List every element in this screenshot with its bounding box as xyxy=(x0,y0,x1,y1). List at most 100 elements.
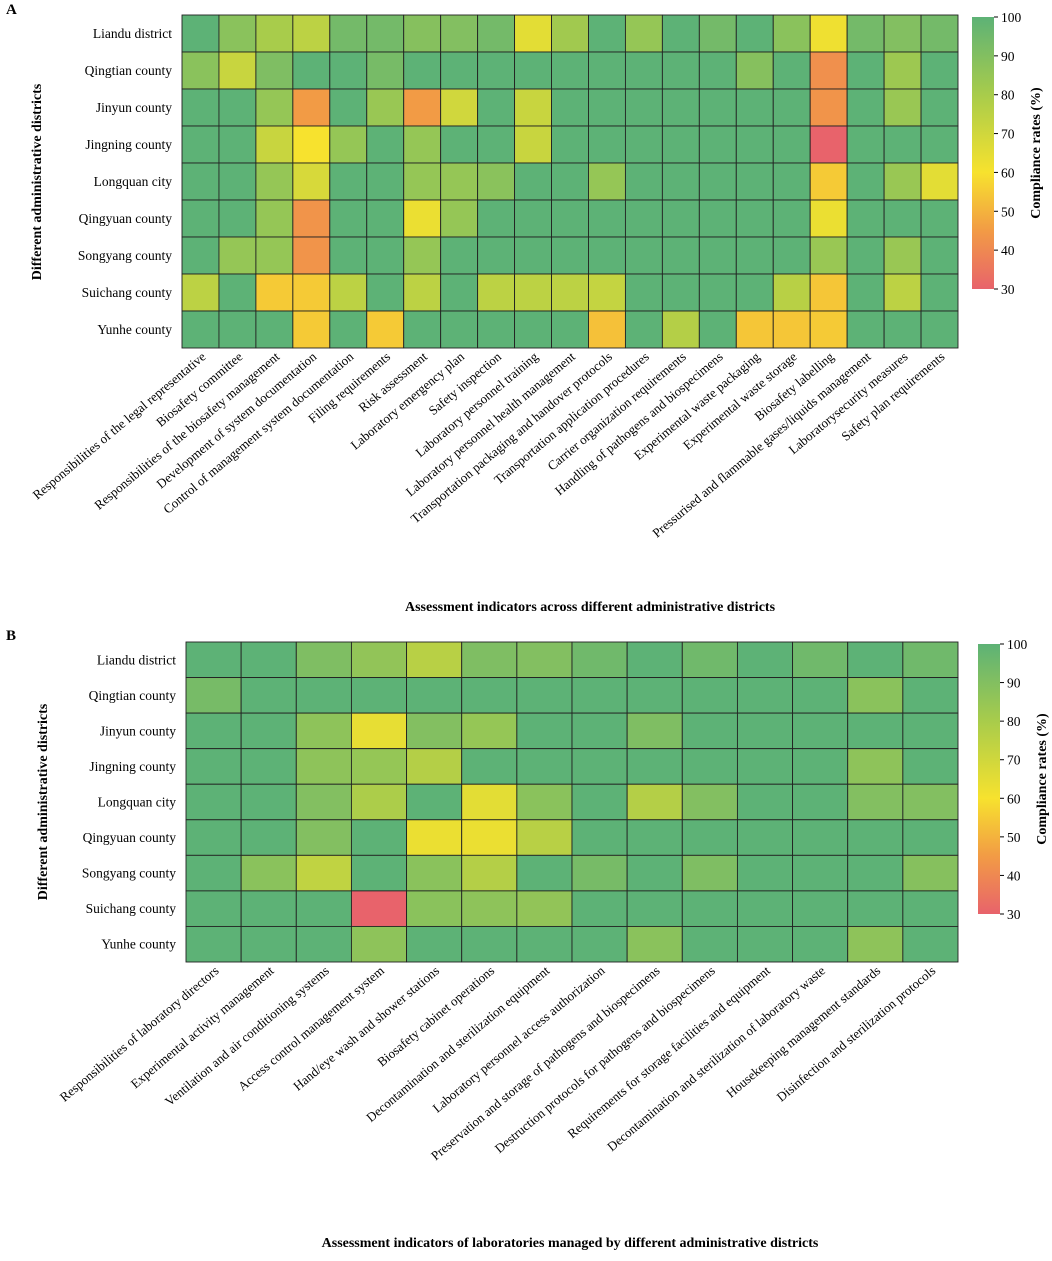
heatmap-cell xyxy=(218,236,257,275)
heatmap-cell xyxy=(366,236,405,275)
heatmap-cell xyxy=(406,854,463,892)
heatmap-cell xyxy=(847,854,904,892)
colorbar-title: Compliance rates (%) xyxy=(1035,713,1050,845)
heatmap-cell xyxy=(681,748,738,785)
heatmap-cell xyxy=(366,310,405,349)
heatmap-cell xyxy=(366,125,405,164)
heatmap-cell xyxy=(624,273,663,312)
heatmap-cell xyxy=(883,14,922,53)
heatmap-cell xyxy=(624,51,663,90)
heatmap-cell xyxy=(588,162,626,201)
heatmap-cell xyxy=(551,51,589,90)
heatmap-cell xyxy=(698,273,737,312)
heatmap-cell xyxy=(551,236,589,275)
heatmap-cell xyxy=(698,88,737,127)
heatmap-cell xyxy=(292,273,331,312)
heatmap-cell xyxy=(809,162,848,201)
heatmap-cell xyxy=(403,310,442,349)
heatmap-cell xyxy=(292,236,331,275)
heatmap-cell xyxy=(735,88,774,127)
heatmap-cell xyxy=(698,236,737,275)
heatmap-cell xyxy=(736,854,794,892)
heatmap-cell xyxy=(847,925,904,963)
heatmap-cell xyxy=(551,14,589,53)
heatmap-cell xyxy=(350,712,408,750)
heatmap-cell xyxy=(847,677,904,714)
heatmap-cell xyxy=(624,310,663,349)
colorbar-tick-label: 70 xyxy=(1007,753,1021,768)
heatmap-cell xyxy=(366,273,405,312)
heatmap-cell xyxy=(440,88,479,127)
heatmap-cell xyxy=(571,783,628,821)
heatmap-cell xyxy=(681,677,738,714)
heatmap-cell xyxy=(350,641,408,679)
row-label: Qingyuan county xyxy=(83,830,177,845)
heatmap-cell xyxy=(240,677,297,714)
heatmap-cell xyxy=(792,925,849,963)
colorbar-tick-label: 30 xyxy=(1007,907,1021,922)
heatmap-cell xyxy=(883,199,922,238)
heatmap-cell xyxy=(626,819,683,856)
heatmap-cells xyxy=(185,641,959,963)
heatmap-cell xyxy=(847,819,904,856)
heatmap-cell xyxy=(571,712,628,750)
heatmap-cell xyxy=(295,712,352,750)
heatmap-cell xyxy=(588,88,626,127)
heatmap-cell xyxy=(902,783,959,821)
heatmap-cell xyxy=(792,854,849,892)
heatmap-cell xyxy=(661,310,700,349)
heatmap-cell xyxy=(902,748,959,785)
heatmap-cell xyxy=(626,925,683,963)
heatmap-cell xyxy=(736,748,794,785)
heatmap-cell xyxy=(295,819,352,856)
heatmap-cell xyxy=(461,783,518,821)
heatmap-cell xyxy=(772,14,811,53)
heatmap-cell xyxy=(920,162,959,201)
heatmap-cell xyxy=(514,199,552,238)
heatmap-cell xyxy=(626,854,683,892)
heatmap-cell xyxy=(440,125,479,164)
heatmap-cell xyxy=(681,890,738,927)
heatmap-cell xyxy=(626,641,683,679)
heatmap-cell xyxy=(477,310,516,349)
x-axis-title: Assessment indicators across different a… xyxy=(405,600,776,615)
heatmap-cell xyxy=(920,51,959,90)
heatmap-cell xyxy=(735,14,774,53)
heatmap-cell xyxy=(292,125,331,164)
colorbar-tick-label: 100 xyxy=(1007,637,1028,652)
heatmap-cell xyxy=(329,88,368,127)
heatmap-cell xyxy=(366,88,405,127)
heatmap-cell xyxy=(809,51,848,90)
heatmap-cell xyxy=(551,125,589,164)
heatmap-cell xyxy=(329,125,368,164)
heatmap-cell xyxy=(698,51,737,90)
heatmap-cell xyxy=(847,641,904,679)
heatmap-cell xyxy=(698,125,737,164)
heatmap-cell xyxy=(516,925,573,963)
heatmap-cell xyxy=(792,890,849,927)
heatmap-cell xyxy=(181,51,220,90)
row-label: Qingtian county xyxy=(89,688,177,703)
heatmap-cell xyxy=(902,641,959,679)
heatmap-cell xyxy=(218,14,257,53)
heatmap-cell xyxy=(661,273,700,312)
heatmap-cell xyxy=(920,199,959,238)
heatmap-cell xyxy=(735,310,774,349)
heatmap-cell xyxy=(403,162,442,201)
row-label: Yunhe county xyxy=(97,322,172,337)
heatmap-cell xyxy=(920,310,959,349)
heatmap-cell xyxy=(846,162,885,201)
heatmap-cell xyxy=(181,310,220,349)
heatmap-cell xyxy=(681,854,738,892)
heatmap-cell xyxy=(516,890,573,927)
heatmap-cell xyxy=(809,273,848,312)
heatmap-cell xyxy=(883,310,922,349)
heatmap-cell xyxy=(516,783,573,821)
heatmap-cell xyxy=(846,310,885,349)
heatmap-cell xyxy=(920,273,959,312)
heatmap-cell xyxy=(406,641,463,679)
heatmap-cell xyxy=(698,310,737,349)
heatmap-cell xyxy=(735,273,774,312)
heatmap-cell xyxy=(255,236,294,275)
heatmap-cell xyxy=(624,14,663,53)
